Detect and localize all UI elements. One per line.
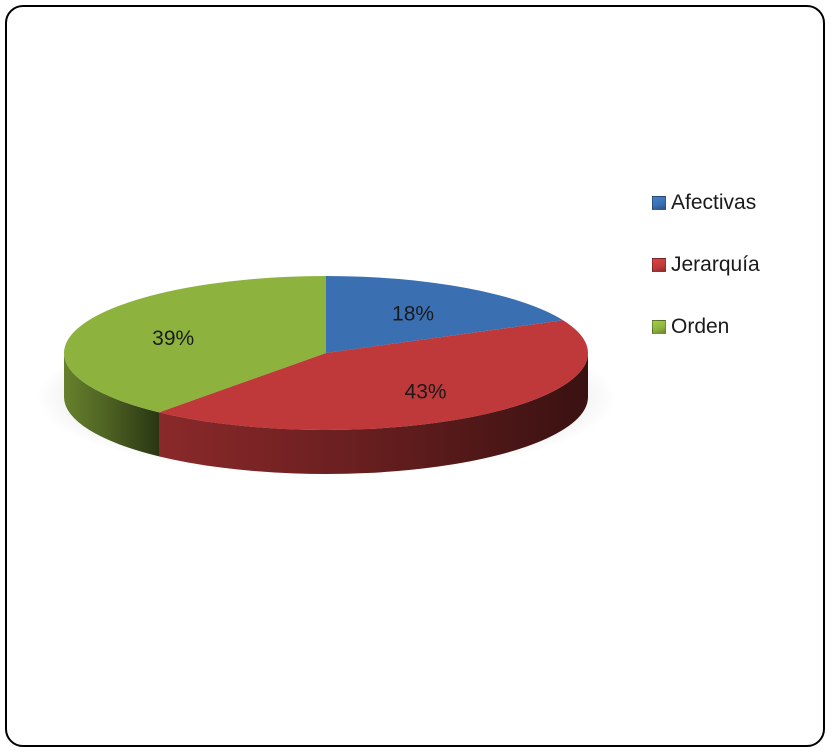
pie-labels: 18% 43% 39% bbox=[152, 303, 446, 404]
legend-label-jerarquia: Jerarquía bbox=[671, 253, 760, 276]
slice-orden bbox=[64, 276, 327, 413]
legend-label-orden: Orden bbox=[671, 315, 730, 338]
slice-side-jerarquia bbox=[158, 353, 588, 475]
data-label-afectivas: 18% bbox=[392, 303, 434, 326]
pie-tops bbox=[64, 276, 589, 431]
legend-swatch-jerarquia bbox=[652, 258, 666, 272]
slice-afectivas bbox=[326, 276, 564, 353]
legend-label-afectivas: Afectivas bbox=[671, 191, 757, 214]
slice-side-orden bbox=[63, 353, 159, 457]
legend-swatch-afectivas bbox=[652, 196, 666, 210]
data-label-orden: 39% bbox=[152, 327, 194, 350]
slice-jerarquia bbox=[158, 320, 589, 431]
data-label-jerarquia: 43% bbox=[405, 381, 447, 404]
pie-sides bbox=[63, 353, 588, 475]
legend-item-orden: Orden bbox=[652, 312, 729, 342]
legend-item-jerarquia: Jerarquía bbox=[652, 250, 760, 280]
legend-item-afectivas: Afectivas bbox=[652, 188, 756, 218]
legend-swatch-orden bbox=[652, 320, 666, 334]
